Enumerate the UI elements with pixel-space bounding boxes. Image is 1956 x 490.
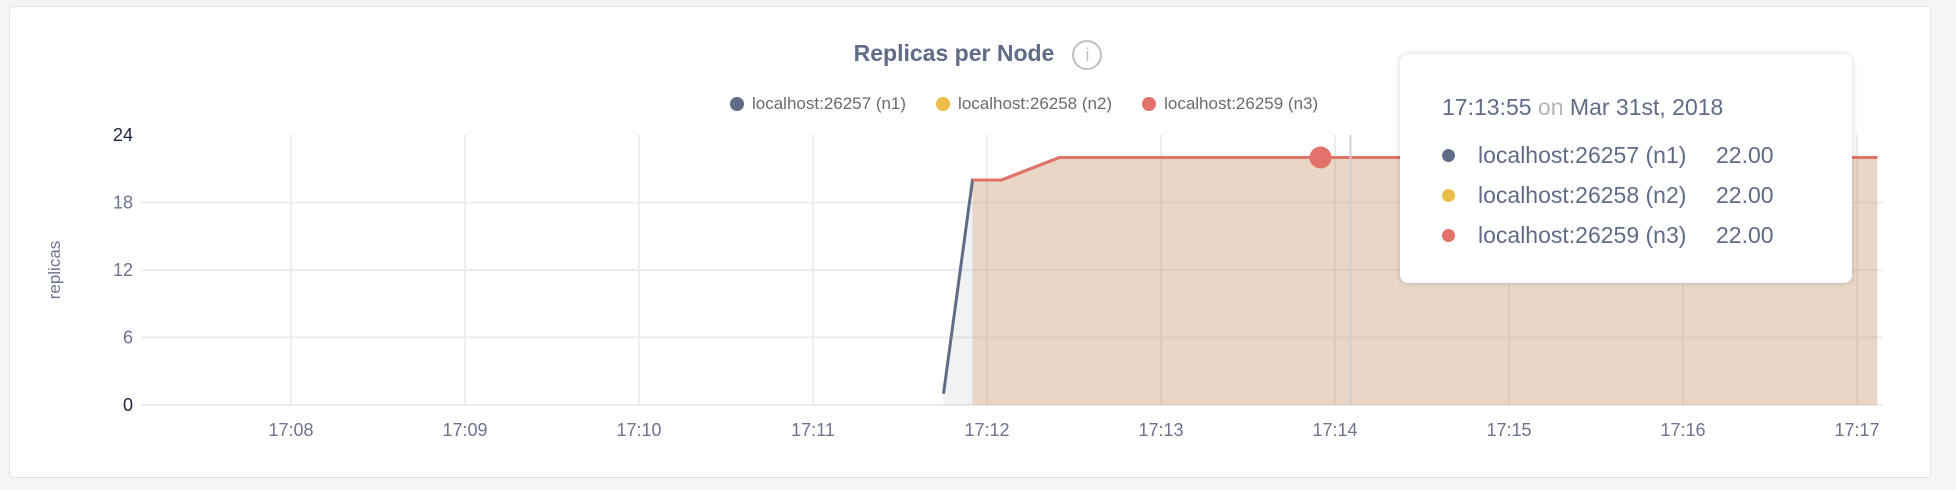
x-tick-label: 17:17 <box>1834 420 1879 440</box>
tooltip-value: 22.00 <box>1716 141 1774 168</box>
info-circle-icon[interactable]: i <box>1072 40 1103 70</box>
series-dot <box>1442 188 1455 202</box>
tooltip-label: localhost:26259 (n3) <box>1478 221 1687 248</box>
legend-label: localhost:26258 (n2) <box>958 94 1113 113</box>
tooltip-label: localhost:26257 (n1) <box>1478 141 1687 168</box>
tooltip-row: localhost:26259 (n3) 22.00 <box>1442 215 1852 255</box>
series-dot <box>1442 148 1455 162</box>
x-tick-label: 17:15 <box>1486 420 1531 440</box>
y-tick-label: 6 <box>123 328 133 348</box>
legend-label: localhost:26257 (n1) <box>752 94 907 113</box>
x-tick-label: 17:12 <box>964 420 1009 440</box>
hover-point <box>1309 146 1332 169</box>
tooltip-header: 17:13:55 on Mar 31st, 2018 <box>1442 94 1852 121</box>
legend-item-n1[interactable]: localhost:26257 (n1) <box>730 94 906 114</box>
legend-dot <box>1142 97 1157 111</box>
tooltip-label: localhost:26258 (n2) <box>1478 181 1687 208</box>
legend-item-n2[interactable]: localhost:26258 (n2) <box>936 94 1112 114</box>
tooltip-value: 22.00 <box>1716 221 1774 248</box>
tooltip-row: localhost:26257 (n1) 22.00 <box>1442 135 1852 175</box>
legend: localhost:26257 (n1) localhost:26258 (n2… <box>730 94 1318 114</box>
y-axis-label: replicas <box>45 241 64 300</box>
chart-title: Replicas per Node i <box>0 40 1956 70</box>
y-tick-label: 12 <box>113 260 133 280</box>
series-dot <box>1442 228 1455 242</box>
x-tick-label: 17:08 <box>268 420 313 440</box>
tooltip-on: on <box>1537 94 1564 120</box>
y-tick-label: 24 <box>113 125 133 145</box>
x-tick-label: 17:13 <box>1138 420 1183 440</box>
x-tick-label: 17:16 <box>1660 420 1705 440</box>
tooltip-value: 22.00 <box>1716 181 1774 208</box>
x-tick-label: 17:14 <box>1312 420 1357 440</box>
hover-tooltip: 17:13:55 on Mar 31st, 2018 localhost:262… <box>1400 54 1852 283</box>
x-tick-label: 17:11 <box>791 420 835 440</box>
x-tick-label: 17:10 <box>616 420 661 440</box>
legend-dot <box>936 97 951 111</box>
y-tick-label: 18 <box>113 193 133 213</box>
tooltip-date: Mar 31st, 2018 <box>1569 94 1724 120</box>
tooltip-row: localhost:26258 (n2) 22.00 <box>1442 175 1852 215</box>
legend-item-n3[interactable]: localhost:26259 (n3) <box>1142 94 1318 114</box>
x-tick-label: 17:09 <box>442 420 487 440</box>
legend-dot <box>730 97 744 111</box>
tooltip-time: 17:13:55 <box>1442 94 1532 120</box>
y-tick-label: 0 <box>123 395 133 415</box>
chart-title-text: Replicas per Node <box>853 40 1055 67</box>
legend-label: localhost:26259 (n3) <box>1164 94 1319 113</box>
